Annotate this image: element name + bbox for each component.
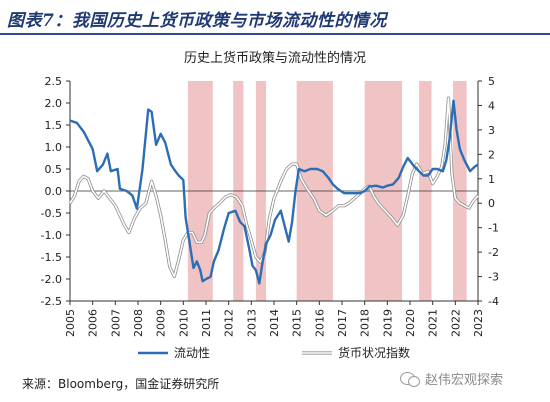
x-tick-label: 2011 <box>200 309 213 337</box>
watermark-text: 赵伟宏观探索 <box>425 373 504 388</box>
y-left-tick-label: -0.5 <box>41 207 62 220</box>
wechat-icon <box>400 371 420 387</box>
chart-title: 历史上货币政策与流动性的情况 <box>184 50 366 66</box>
y-left-tick-label: -1.0 <box>41 229 62 242</box>
y-right-tick-label: -3 <box>488 271 499 284</box>
x-tick-label: 2022 <box>449 309 462 337</box>
y-right-tick-label: 5 <box>488 75 495 88</box>
x-tick-label: 2008 <box>132 309 145 337</box>
y-left-tick-label: 1.0 <box>45 141 63 154</box>
y-left-tick-label: -2.0 <box>41 273 62 286</box>
x-tick-label: 2009 <box>155 309 168 337</box>
y-right-tick-label: -4 <box>488 295 499 308</box>
x-tick-label: 2005 <box>64 309 77 337</box>
x-tick-label: 2013 <box>245 309 258 337</box>
y-left-tick-label: 2.5 <box>45 75 63 88</box>
y-left-tick-label: 2.0 <box>45 97 63 110</box>
x-tick-label: 2012 <box>223 309 236 337</box>
y-left-tick-label: 0.0 <box>45 185 63 198</box>
legend-label-monetary-conditions-index: 货币状况指数 <box>338 345 410 360</box>
y-right-tick-label: 3 <box>488 124 495 137</box>
legend-label-liquidity: 流动性 <box>174 346 210 360</box>
x-tick-label: 2010 <box>177 309 190 337</box>
source-note: 来源：Bloomberg，国金证券研究所 <box>22 377 220 391</box>
x-tick-label: 2017 <box>336 309 349 337</box>
y-right-tick-label: -1 <box>488 222 499 235</box>
y-right-tick-label: 0 <box>488 197 495 210</box>
x-tick-label: 2015 <box>291 309 304 337</box>
series-lines <box>68 96 480 285</box>
x-tick-label: 2006 <box>87 309 100 337</box>
line-chart: 历史上货币政策与流动性的情况 2.5 2.0 1.5 1.0 0.5 0.0 -0.5 -1.… <box>41 50 499 360</box>
y-right-tick-label: 2 <box>488 148 495 161</box>
series-line-monetary-conditions-index <box>69 97 479 278</box>
axes: 2.5 2.0 1.5 1.0 0.5 0.0 -0.5 -1.0 -1.5 -2.0 -2.5 5 4… <box>41 75 499 337</box>
figure-title: 图表7：我国历史上货币政策与市场流动性的情况 <box>7 11 387 31</box>
x-tick-label: 2019 <box>381 309 394 337</box>
legend: 流动性 货币状况指数 <box>138 345 410 360</box>
series-line-outline <box>68 96 480 279</box>
x-tick-label: 2014 <box>268 309 281 337</box>
y-right-tick-label: 4 <box>488 99 495 112</box>
y-left-tick-label: 0.5 <box>45 163 63 176</box>
x-tick-label: 2018 <box>359 309 372 337</box>
wechat-watermark: 赵伟宏观探索 <box>400 369 503 388</box>
y-left-tick-label: 1.5 <box>45 119 63 132</box>
y-right-tick-label: 1 <box>488 173 495 186</box>
x-tick-label: 2007 <box>109 309 122 337</box>
title-divider <box>0 33 550 35</box>
y-left-tick-label: -2.5 <box>41 295 62 308</box>
x-tick-label: 2016 <box>313 309 326 337</box>
y-left-tick-label: -1.5 <box>41 251 62 264</box>
x-tick-label: 2020 <box>404 309 417 337</box>
y-right-tick-label: -2 <box>488 246 499 259</box>
x-tick-label: 2021 <box>427 309 440 337</box>
series-line-liquidity <box>69 99 479 285</box>
x-tick-label: 2023 <box>472 309 485 337</box>
